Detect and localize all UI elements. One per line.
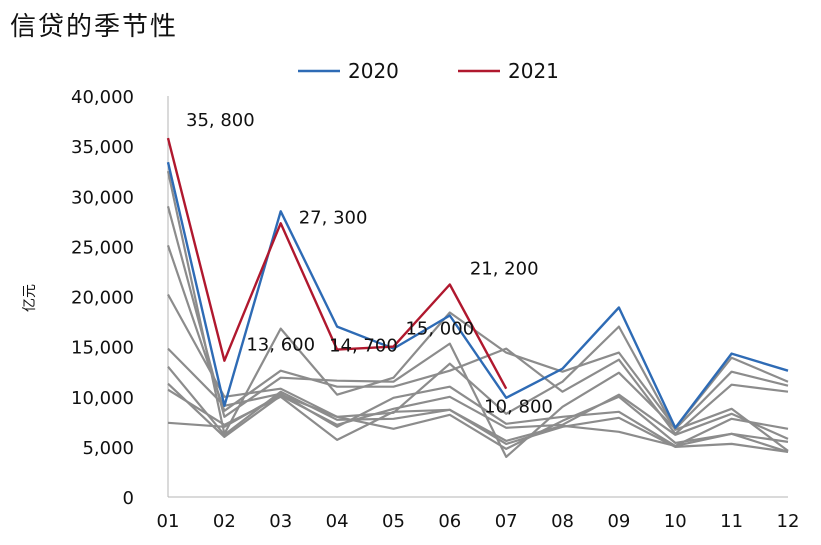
y-tick-label: 20,000 (71, 288, 134, 309)
legend-label-2021: 2021 (508, 59, 559, 83)
x-tick-label: 05 (382, 511, 405, 532)
data-label: 14, 700 (329, 336, 398, 357)
history-series-line (166, 206, 789, 458)
y-tick-label: 15,000 (71, 338, 134, 359)
series-line-2021 (166, 137, 508, 390)
y-tick-label: 0 (123, 488, 134, 509)
y-tick-label: 35,000 (71, 137, 134, 158)
y-tick-label: 30,000 (71, 187, 134, 208)
x-tick-label: 06 (438, 511, 461, 532)
data-label: 10, 800 (484, 397, 553, 418)
x-tick-label: 07 (495, 511, 518, 532)
y-tick-label: 40,000 (71, 87, 134, 108)
history-series-line (167, 347, 789, 453)
data-label: 27, 300 (299, 207, 368, 228)
data-label: 21, 200 (470, 258, 539, 279)
data-label: 35, 800 (186, 110, 255, 131)
x-tick-label: 12 (777, 511, 800, 532)
x-tick-label: 09 (607, 511, 630, 532)
legend-label-2020: 2020 (348, 59, 399, 83)
y-tick-label: 25,000 (71, 237, 134, 258)
y-tick-label: 5,000 (82, 438, 134, 459)
history-series-line (167, 382, 789, 440)
history-series-lines (166, 170, 789, 458)
y-axis-label: 亿元 (22, 284, 38, 312)
history-series-line (166, 170, 789, 435)
data-label: 15, 000 (405, 319, 474, 340)
x-tick-labels: 01 02 03 04 05 06 07 08 09 10 11 12 (157, 511, 800, 532)
legend: 2020 2021 (298, 59, 559, 83)
history-series-line (167, 393, 789, 450)
data-label: 13, 600 (246, 335, 315, 356)
x-tick-label: 11 (720, 511, 743, 532)
x-tick-label: 08 (551, 511, 574, 532)
x-tick-label: 02 (213, 511, 236, 532)
history-series-line (167, 293, 789, 452)
x-tick-label: 01 (157, 511, 180, 532)
x-tick-label: 03 (269, 511, 292, 532)
chart-title: 信贷的季节性 (10, 12, 179, 42)
y-tick-labels: 0 5,000 10,000 15,000 20,000 25,000 30,000 35,0… (71, 87, 134, 509)
y-tick-label: 10,000 (71, 388, 134, 409)
x-tick-label: 10 (664, 511, 687, 532)
data-labels: 35, 800 27, 300 21, 200 13, 600 14, 700 15, 0… (186, 110, 553, 418)
x-tick-label: 04 (326, 511, 349, 532)
main-series-lines (166, 137, 789, 429)
